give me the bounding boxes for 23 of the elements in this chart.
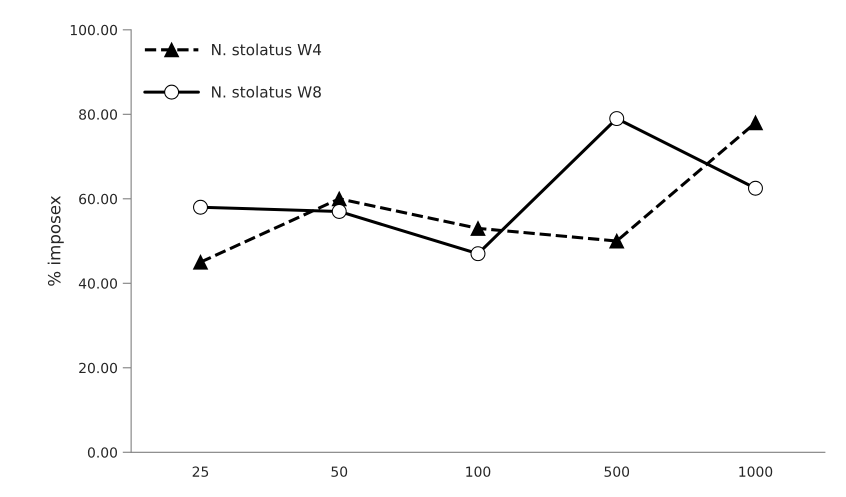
x-tick-label: 100 [466,466,490,477]
point [748,115,763,130]
y-axis-title: % imposex [48,196,64,286]
x-tick-label: 500 [604,466,630,477]
legend-label: N. stolatus W8 [212,86,321,98]
x-tick-label: 50 [331,466,348,477]
point [748,180,763,196]
y-tick-label: 40.00 [78,278,118,289]
point [470,220,486,236]
y-tick-label: 100.00 [70,24,118,36]
point [609,234,624,249]
legend-label: N. stolatus W4 [212,44,322,56]
point [193,254,208,270]
y-tick-label: 0.00 [88,447,118,458]
point [609,111,624,126]
y-tick-label: 60.00 [79,194,118,204]
point [193,200,208,215]
y-tick-label: 80.00 [79,109,118,120]
x-tick-label: 25 [192,466,208,477]
y-tick-label: 20.00 [79,362,118,374]
x-tick-label: 1000 [739,466,772,477]
point [332,204,347,219]
point [470,246,486,262]
